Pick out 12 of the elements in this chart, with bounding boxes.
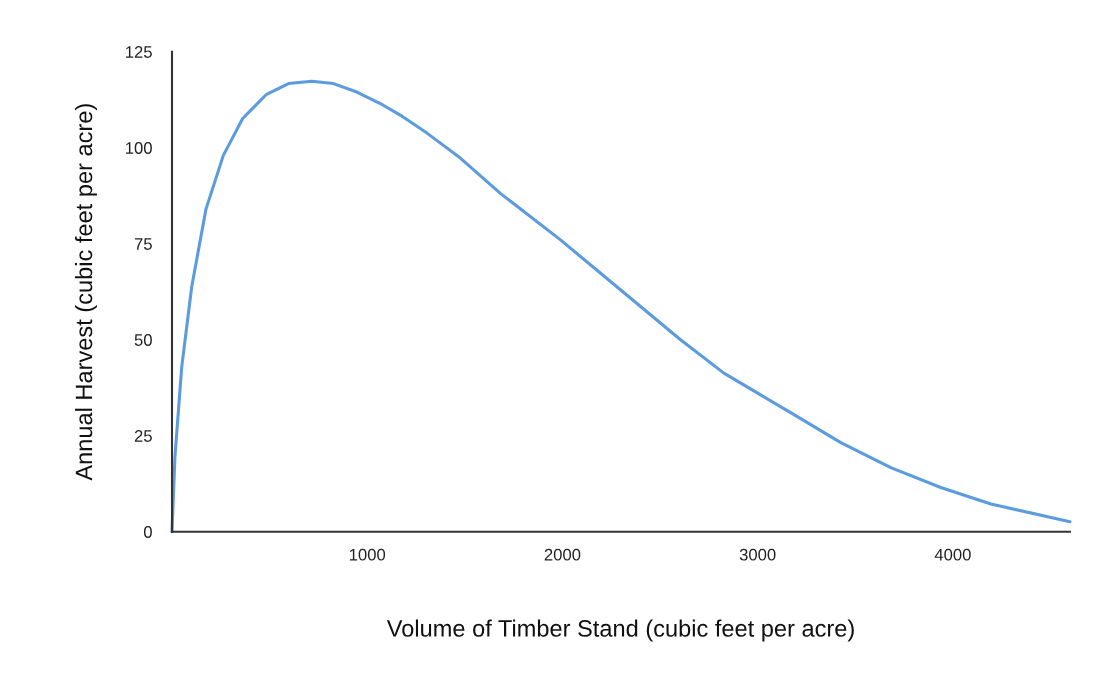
y-axis-title: Annual Harvest (cubic feet per acre) [74, 104, 97, 481]
x-tick-label: 2000 [544, 548, 581, 561]
x-tick-label: 1000 [349, 548, 386, 561]
y-tick-label: 25 [134, 430, 152, 442]
y-tick-label: 0 [143, 526, 152, 538]
x-tick-label: 3000 [739, 548, 776, 561]
y-tick-label: 75 [134, 238, 152, 250]
x-tick-label: 4000 [934, 548, 971, 561]
x-axis-title: Volume of Timber Stand (cubic feet per acre) [386, 619, 854, 642]
y-tick-label: 50 [134, 334, 152, 346]
y-tick-label: 100 [126, 142, 152, 154]
y-tick-label: 125 [126, 46, 152, 58]
